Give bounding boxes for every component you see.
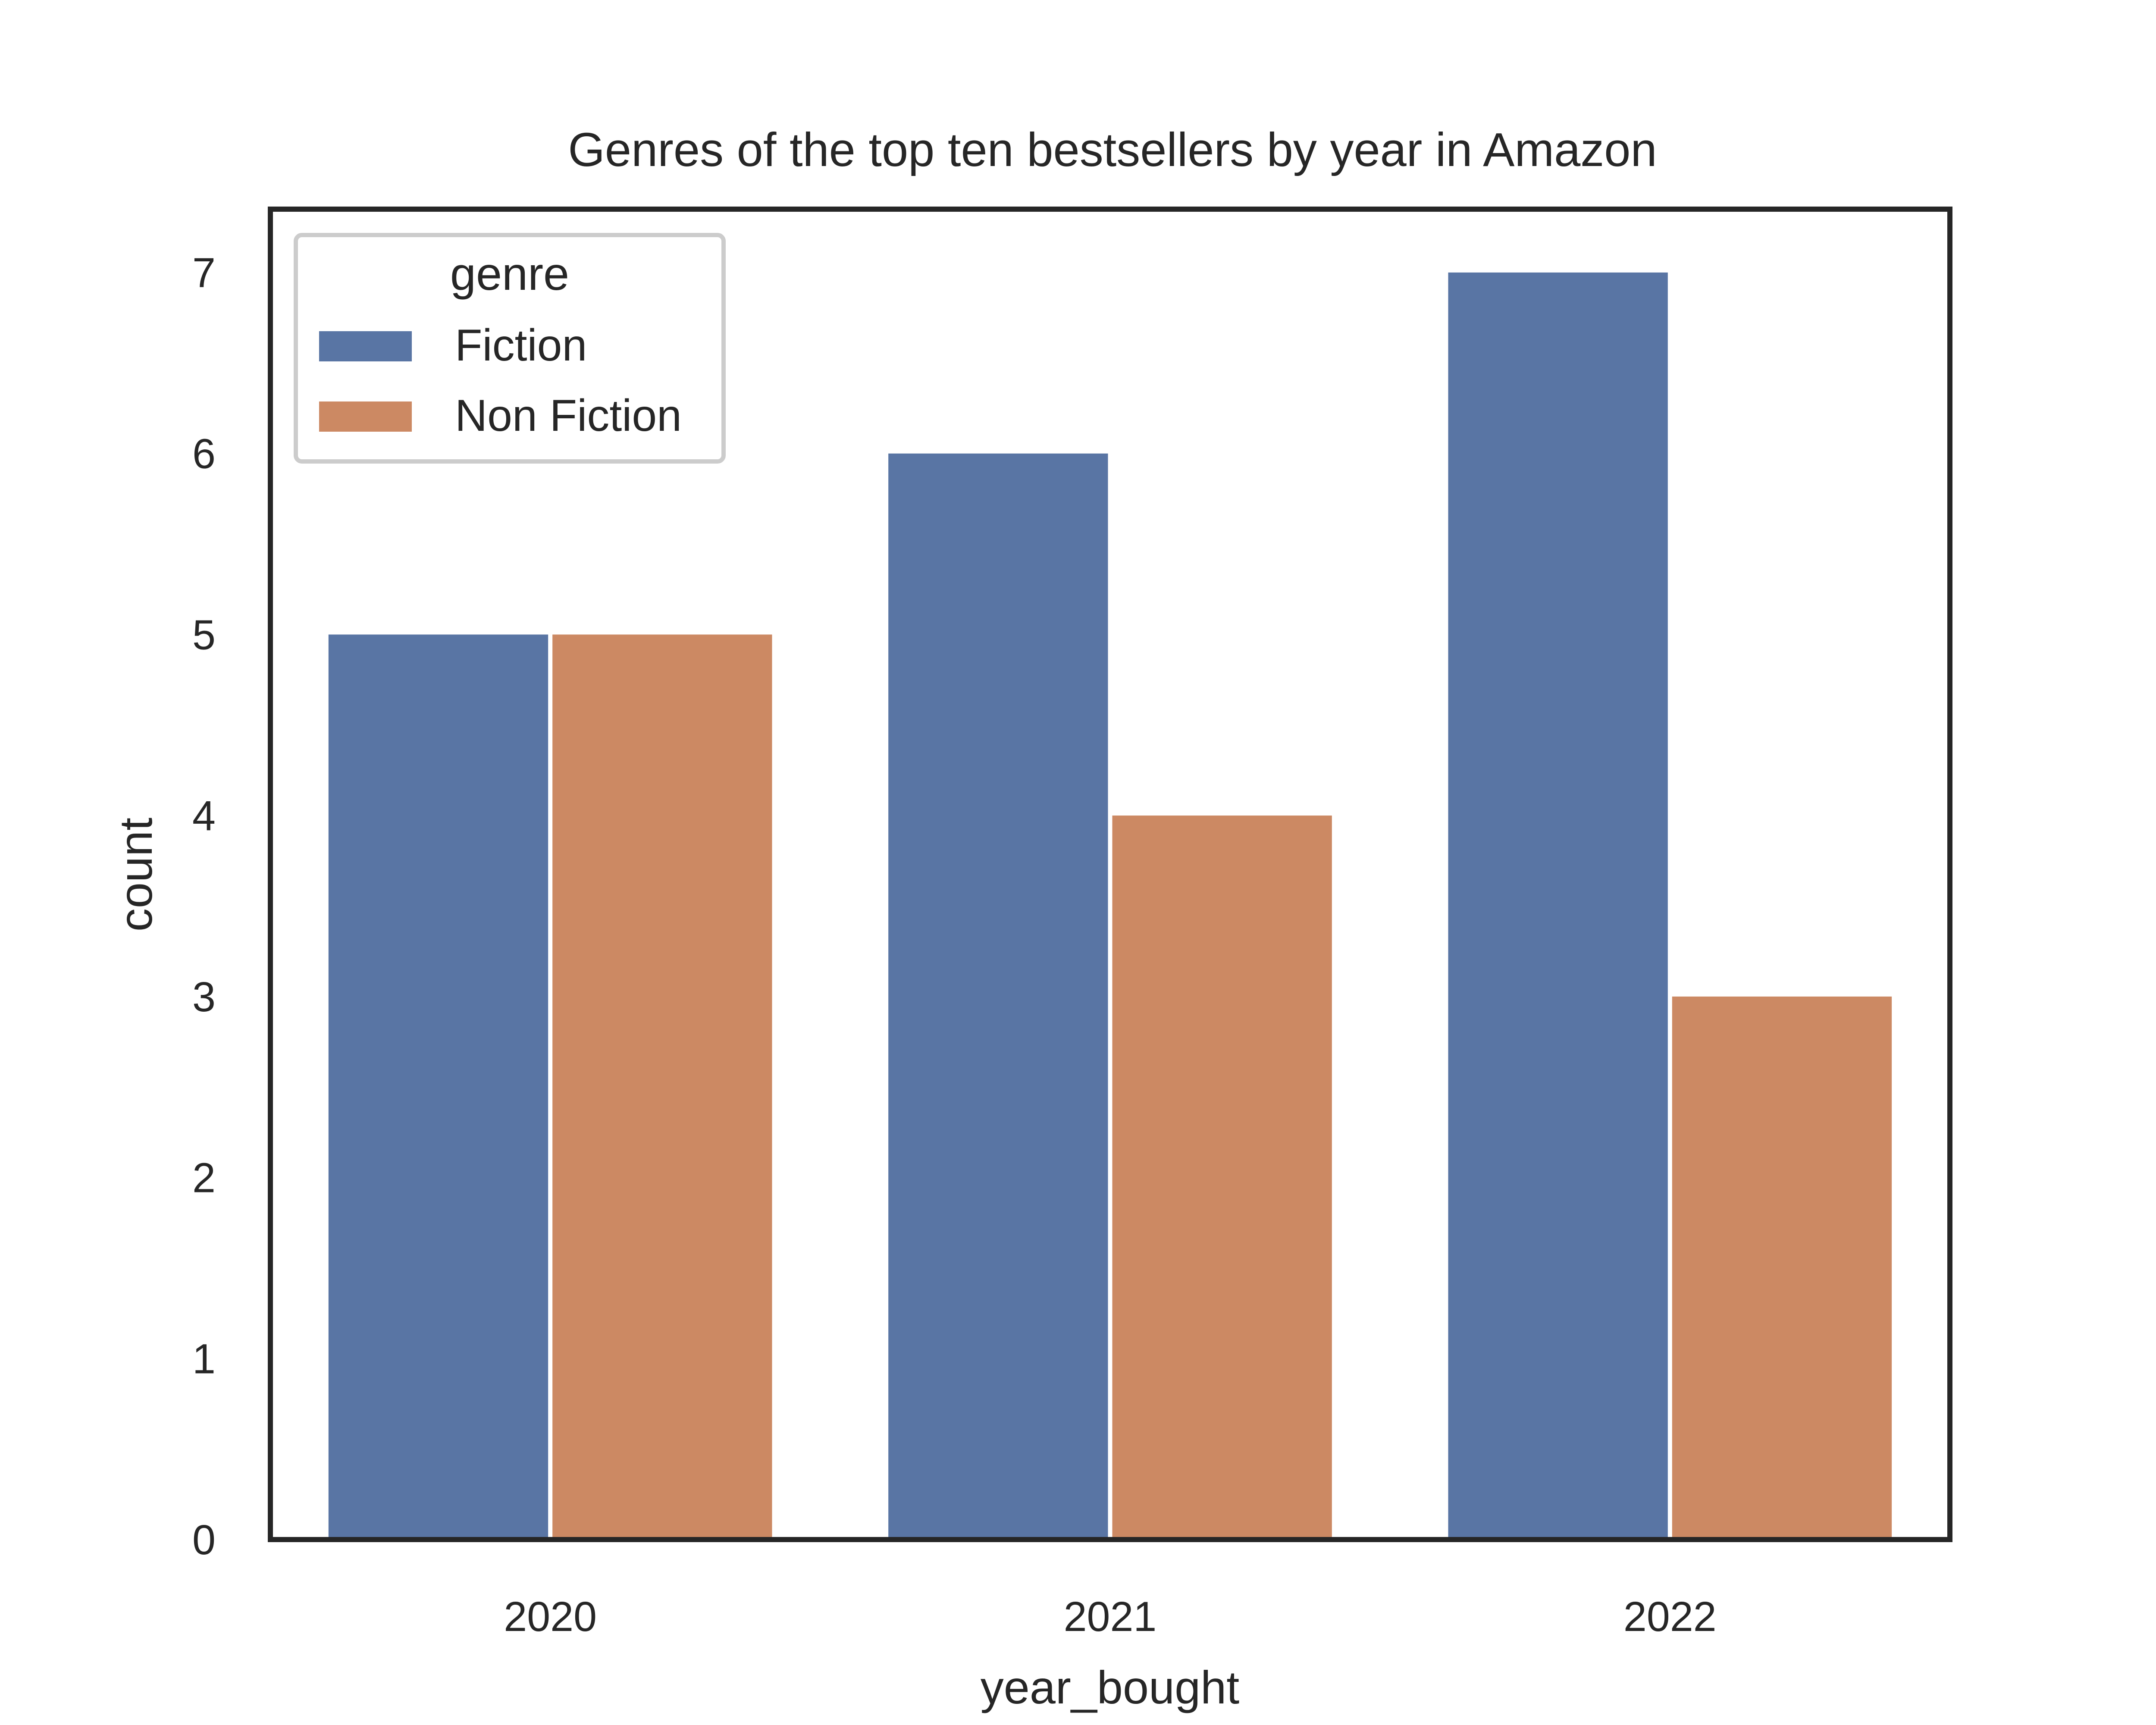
bar-fiction-2022 [1448,272,1668,1540]
x-axis-ticks: 2020 2021 2022 [504,1593,1716,1640]
bar-fiction-2021 [888,453,1108,1540]
x-tick-label: 2021 [1064,1593,1157,1640]
y-tick-label: 1 [192,1335,216,1382]
bar-non-fiction-2020 [552,634,772,1540]
bars-group [328,272,1892,1540]
x-axis-label: year_bought [981,1661,1240,1713]
bar-fiction-2020 [328,634,548,1540]
y-tick-label: 6 [192,430,216,477]
legend-swatch-fiction [319,331,412,361]
legend-title: genre [450,248,569,300]
chart-title: Genres of the top ten bestsellers by yea… [568,123,1657,176]
y-tick-label: 2 [192,1154,216,1201]
legend: genre Fiction Non Fiction [294,233,726,464]
y-tick-label: 4 [192,792,216,839]
y-tick-label: 3 [192,973,216,1020]
y-tick-label: 0 [192,1516,216,1563]
bar-non-fiction-2022 [1672,996,1892,1540]
legend-label-non-fiction: Non Fiction [455,391,682,441]
y-axis-ticks: 0 1 2 3 4 5 6 7 [192,249,216,1563]
legend-swatch-non-fiction [319,401,412,432]
x-tick-label: 2022 [1623,1593,1717,1640]
y-tick-label: 7 [192,249,216,296]
legend-label-fiction: Fiction [455,320,587,370]
bar-non-fiction-2021 [1112,815,1332,1540]
y-tick-label: 5 [192,611,216,658]
x-tick-label: 2020 [504,1593,597,1640]
y-axis-label: count [110,818,162,932]
axes-frame [268,207,1952,1542]
